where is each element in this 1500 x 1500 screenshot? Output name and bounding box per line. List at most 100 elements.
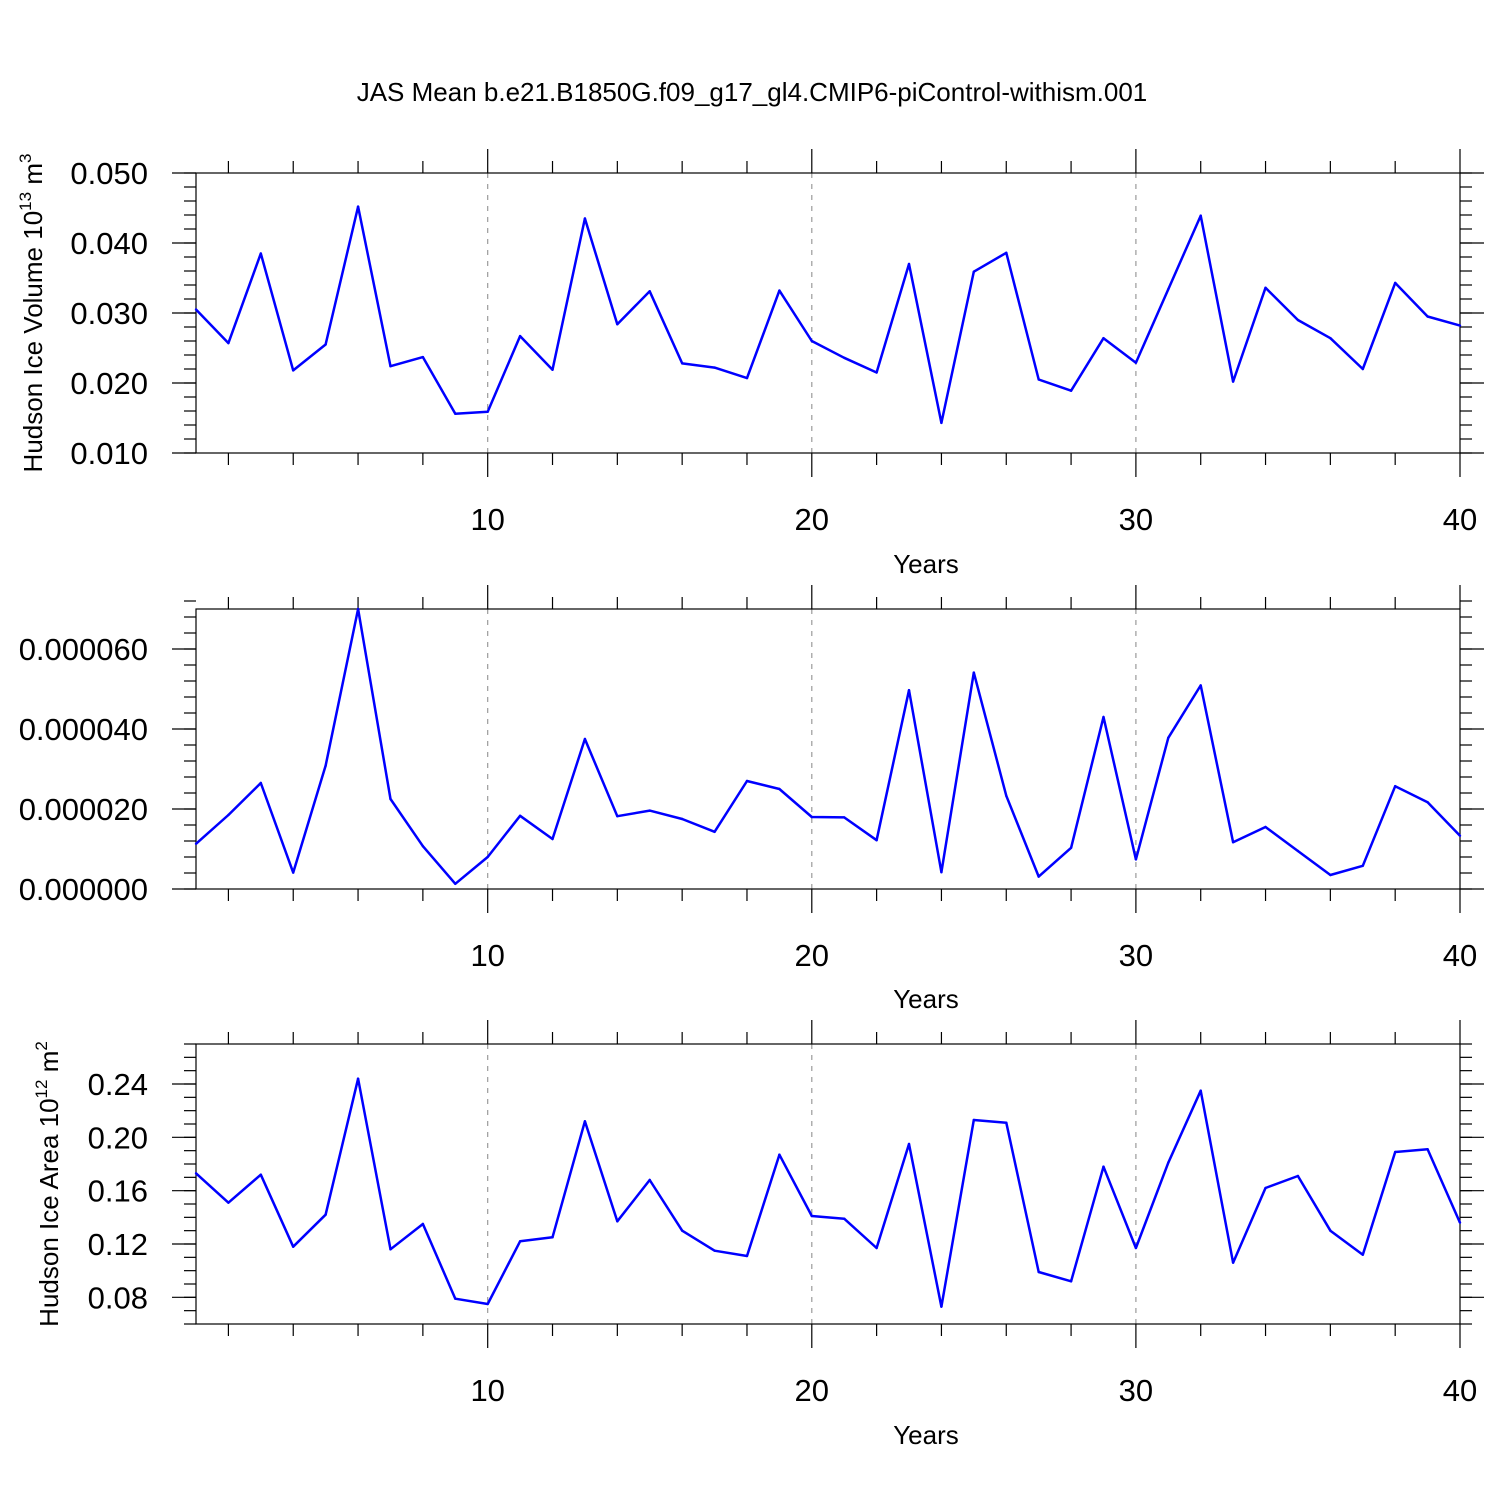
chart-1-data-point bbox=[713, 366, 716, 369]
chart-2-x-tick-label: 30 bbox=[1119, 938, 1153, 973]
chart-3-data-point bbox=[843, 1217, 846, 1220]
chart-3-data-point bbox=[454, 1297, 457, 1300]
chart-2-series-line bbox=[195, 607, 1461, 886]
chart-1-plot-frame bbox=[195, 172, 1461, 454]
chart-2-data-point bbox=[680, 817, 684, 821]
chart-1-data-point bbox=[972, 270, 976, 273]
chart-1-data-point bbox=[259, 252, 263, 255]
chart-2-y-tick-label: 0.000000 bbox=[19, 872, 148, 907]
chart-panel-1: 0.010 0.020 0.030 0.040 0.050 10 20 30 40 Years Hu… bbox=[16, 149, 1484, 579]
chart-1-x-tick-label: 10 bbox=[470, 502, 504, 537]
figure-title: JAS Mean b.e21.B1850G.f09_g17_gl4.CMIP6-… bbox=[357, 77, 1148, 107]
chart-2-data-point bbox=[292, 871, 295, 874]
chart-1-data-point bbox=[292, 369, 295, 372]
chart-2-data-point bbox=[1069, 846, 1073, 849]
chart-3-data-point bbox=[1231, 1261, 1235, 1264]
chart-1-data-point bbox=[1426, 315, 1429, 318]
chart-1-data-point bbox=[810, 339, 813, 343]
chart-3-data-point bbox=[1426, 1148, 1429, 1151]
chart-1-y-tick-label: 0.040 bbox=[70, 226, 148, 261]
chart-3-data-point bbox=[324, 1213, 327, 1216]
chart-panels: 0.010 0.020 0.030 0.040 0.050 10 20 30 40 Years Hu… bbox=[16, 149, 1484, 1450]
chart-1-data-point bbox=[1069, 389, 1073, 392]
chart-1-data-point bbox=[324, 343, 327, 346]
chart-1-data-point bbox=[1199, 214, 1202, 217]
chart-3-x-tick-label: 10 bbox=[470, 1373, 504, 1408]
chart-1-data-point bbox=[1296, 318, 1300, 322]
chart-3-series-line bbox=[195, 1077, 1462, 1308]
chart-2-data-point bbox=[940, 871, 943, 874]
chart-3-y-axis-title-exponent: 12 bbox=[32, 1080, 51, 1099]
chart-2-data-point bbox=[259, 781, 263, 785]
chart-1-data-point bbox=[1102, 337, 1105, 340]
chart-1-data-point bbox=[518, 334, 522, 338]
chart-2-data-point bbox=[486, 855, 489, 859]
chart-3-plot-frame bbox=[195, 1043, 1461, 1325]
chart-1-data-point bbox=[1037, 378, 1040, 381]
chart-panel-3: 0.08 0.12 0.16 0.20 0.24 10 20 30 40 Years Hudson … bbox=[32, 1020, 1484, 1450]
chart-2-data-point bbox=[1296, 849, 1300, 853]
chart-3-data-point bbox=[1264, 1186, 1267, 1190]
chart-3-data-point bbox=[486, 1302, 489, 1306]
chart-2-data-point bbox=[616, 815, 619, 818]
chart-3-data-point bbox=[356, 1077, 360, 1080]
chart-1-data-point bbox=[1361, 367, 1364, 371]
chart-2-data-point bbox=[421, 845, 425, 848]
chart-3-x-axis-title: Years bbox=[893, 1420, 959, 1450]
chart-1-data-point bbox=[454, 412, 457, 415]
chart-2-data-point bbox=[972, 671, 976, 674]
chart-3-y-tick-label: 0.16 bbox=[88, 1174, 148, 1209]
chart-2-data-point bbox=[1134, 858, 1138, 861]
chart-2-data-point bbox=[1102, 715, 1105, 719]
chart-3-y-axis-title-unit-exponent: 2 bbox=[32, 1041, 51, 1050]
chart-3-data-point bbox=[1199, 1089, 1202, 1092]
chart-2-data-point bbox=[1167, 736, 1170, 739]
chart-2-data-point bbox=[1231, 841, 1235, 844]
chart-2-data-point bbox=[1329, 873, 1332, 877]
chart-panel-2: 0.000000 0.000020 0.000040 0.000060 10 20 30 40… bbox=[19, 585, 1484, 1014]
chart-2-data-point bbox=[194, 842, 198, 845]
chart-3-data-point bbox=[972, 1118, 976, 1122]
chart-3-data-point bbox=[1393, 1150, 1397, 1154]
chart-1-data-point bbox=[616, 323, 619, 326]
chart-1-y-tick-label: 0.030 bbox=[70, 296, 148, 331]
chart-1-y-axis-title-unit-exponent: 3 bbox=[16, 154, 35, 163]
chart-1-y-tick-label: 0.020 bbox=[70, 366, 148, 401]
chart-1-x-tick-label: 20 bbox=[795, 502, 829, 537]
chart-3-data-point bbox=[907, 1142, 911, 1146]
chart-1-data-point bbox=[1167, 288, 1170, 291]
chart-3-data-point bbox=[1458, 1221, 1462, 1224]
chart-2-data-point bbox=[875, 839, 878, 842]
chart-2-data-point bbox=[1037, 875, 1040, 878]
chart-2-data-point bbox=[551, 837, 554, 841]
chart-3-data-point bbox=[875, 1246, 878, 1250]
chart-3-data-point bbox=[1329, 1229, 1332, 1232]
chart-3-y-tick-label: 0.24 bbox=[88, 1067, 148, 1102]
chart-1-data-point bbox=[1264, 286, 1267, 289]
chart-2-data-point bbox=[583, 737, 587, 741]
chart-2-data-point bbox=[227, 813, 230, 817]
chart-3-data-point bbox=[421, 1222, 425, 1226]
chart-2-data-point bbox=[454, 882, 457, 885]
chart-2-plot-frame bbox=[195, 608, 1461, 890]
chart-1-data-point bbox=[227, 341, 230, 345]
chart-1-data-point bbox=[745, 376, 749, 380]
chart-3-data-point bbox=[1005, 1121, 1008, 1124]
chart-1-x-tick-label: 30 bbox=[1119, 502, 1153, 537]
chart-1-data-point bbox=[486, 410, 489, 413]
chart-3-y-axis-title-unit: m bbox=[34, 1051, 64, 1080]
chart-1-data-point bbox=[583, 217, 587, 220]
chart-2-data-point bbox=[907, 689, 911, 692]
chart-3-data-point bbox=[194, 1172, 198, 1175]
chart-2-data-point bbox=[1458, 834, 1462, 837]
chart-1-data-point bbox=[648, 290, 651, 293]
chart-3-x-tick-label: 40 bbox=[1443, 1373, 1477, 1408]
chart-3-x-tick-label: 20 bbox=[795, 1373, 829, 1408]
chart-2-data-point bbox=[843, 816, 846, 819]
chart-3-data-point bbox=[680, 1229, 684, 1232]
chart-2-y-tick-label: 0.000020 bbox=[19, 792, 148, 827]
chart-3-data-point bbox=[745, 1254, 749, 1258]
chart-3-data-point bbox=[518, 1240, 522, 1243]
chart-3-data-point bbox=[389, 1248, 392, 1251]
